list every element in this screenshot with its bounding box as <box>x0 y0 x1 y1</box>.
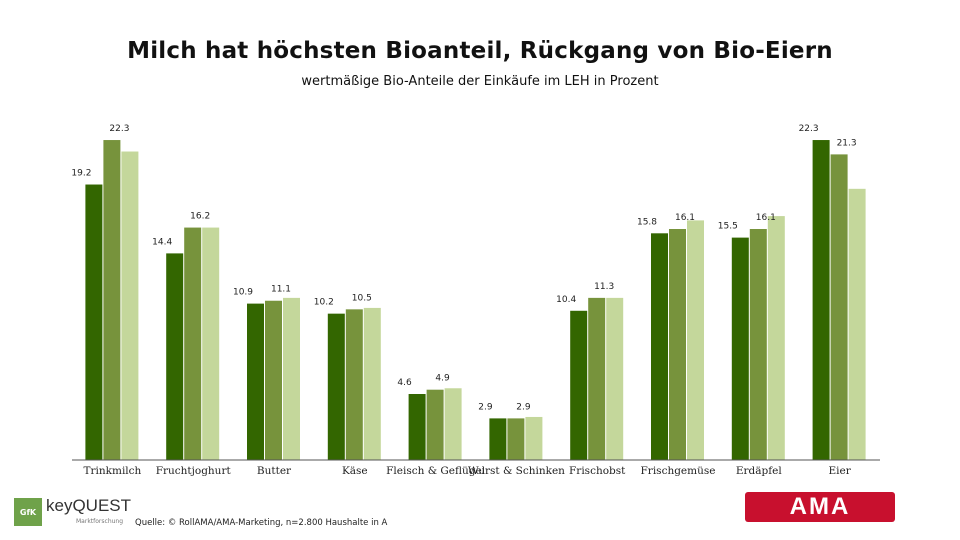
bar-1-1 <box>184 227 202 460</box>
bar-7-0 <box>651 233 668 460</box>
value-label-1-0: 14.4 <box>152 237 172 247</box>
bar-2-1 <box>265 300 282 460</box>
bar-9-0 <box>812 140 830 461</box>
value-label-3-1: 10.5 <box>352 293 372 303</box>
bar-7-1 <box>669 229 686 460</box>
value-label-9-0: 22.3 <box>799 124 819 134</box>
value-label-7-1: 16.1 <box>675 213 695 223</box>
bar-0-0 <box>85 184 103 461</box>
value-label-6-0: 10.4 <box>556 295 576 305</box>
value-label-1-1: 16.2 <box>190 212 210 222</box>
value-label-7-0: 15.8 <box>637 217 657 227</box>
category-label-8: Erdäpfel <box>736 465 782 477</box>
category-label-7: Frischgemüse <box>641 465 716 477</box>
bar-4-1 <box>426 389 444 460</box>
value-label-4-0: 4.6 <box>397 378 412 388</box>
value-label-4-1: 4.9 <box>435 374 450 384</box>
bar-8-0 <box>731 237 749 460</box>
bar-5-2 <box>525 416 543 460</box>
bar-3-2 <box>363 307 381 460</box>
bar-8-1 <box>749 229 767 460</box>
value-label-2-0: 10.9 <box>233 288 253 298</box>
value-label-6-1: 11.3 <box>594 282 614 292</box>
bar-6-2 <box>606 297 624 460</box>
value-label-8-0: 15.5 <box>718 222 738 232</box>
value-label-3-0: 10.2 <box>314 298 334 308</box>
category-label-1: Fruchtjoghurt <box>156 465 232 477</box>
bar-2-0 <box>247 303 264 460</box>
category-label-2: Butter <box>257 465 292 477</box>
bar-5-1 <box>507 418 525 460</box>
chart-title: Milch hat höchsten Bioanteil, Rückgang v… <box>127 38 833 64</box>
bar-4-0 <box>408 394 426 460</box>
bar-5-0 <box>489 418 507 460</box>
value-label-0-1: 22.3 <box>109 124 129 134</box>
bar-0-2 <box>121 151 139 461</box>
value-label-0-0: 19.2 <box>71 169 91 179</box>
category-label-5: Wurst & Schinken <box>468 465 565 477</box>
category-label-6: Frischobst <box>569 465 626 477</box>
label-group: 19.2 22.3 Trinkmilch 14.4 16.2 Fruchtjoghurt 1… <box>71 124 856 477</box>
bar-1-2 <box>202 227 220 460</box>
bar-2-2 <box>283 297 300 460</box>
bar-7-2 <box>687 220 704 460</box>
value-label-2-1: 11.1 <box>271 285 291 295</box>
bar-8-2 <box>767 216 785 460</box>
category-label-9: Eier <box>828 465 851 477</box>
value-label-8-1: 16.1 <box>756 213 776 223</box>
bar-9-2 <box>848 188 866 460</box>
value-label-9-1: 21.3 <box>837 138 857 148</box>
bar-3-1 <box>345 309 363 460</box>
category-label-4: Fleisch & Geflügel <box>386 465 486 477</box>
value-label-5-1: 2.9 <box>516 402 531 412</box>
bar-9-1 <box>830 154 848 461</box>
bar-6-0 <box>570 310 588 460</box>
keyquest-logo-sub: Marktforschung <box>76 518 124 525</box>
gfk-logo: GfK <box>14 498 42 526</box>
bar-group <box>85 140 866 461</box>
value-label-5-0: 2.9 <box>478 402 493 412</box>
bar-3-0 <box>327 313 345 460</box>
ama-logo: AMA <box>745 492 895 522</box>
keyquest-logo: keyQUEST <box>46 496 132 515</box>
chart-subtitle: wertmäßige Bio-Anteile der Einkäufe im L… <box>301 74 659 89</box>
category-label-3: Käse <box>342 465 368 477</box>
bar-6-1 <box>588 297 606 460</box>
bar-0-1 <box>103 140 121 461</box>
bar-1-0 <box>166 253 184 460</box>
bar-4-2 <box>444 388 462 460</box>
category-label-0: Trinkmilch <box>83 465 141 477</box>
source-note: Quelle: © RollAMA/AMA-Marketing, n=2.800… <box>135 518 388 528</box>
